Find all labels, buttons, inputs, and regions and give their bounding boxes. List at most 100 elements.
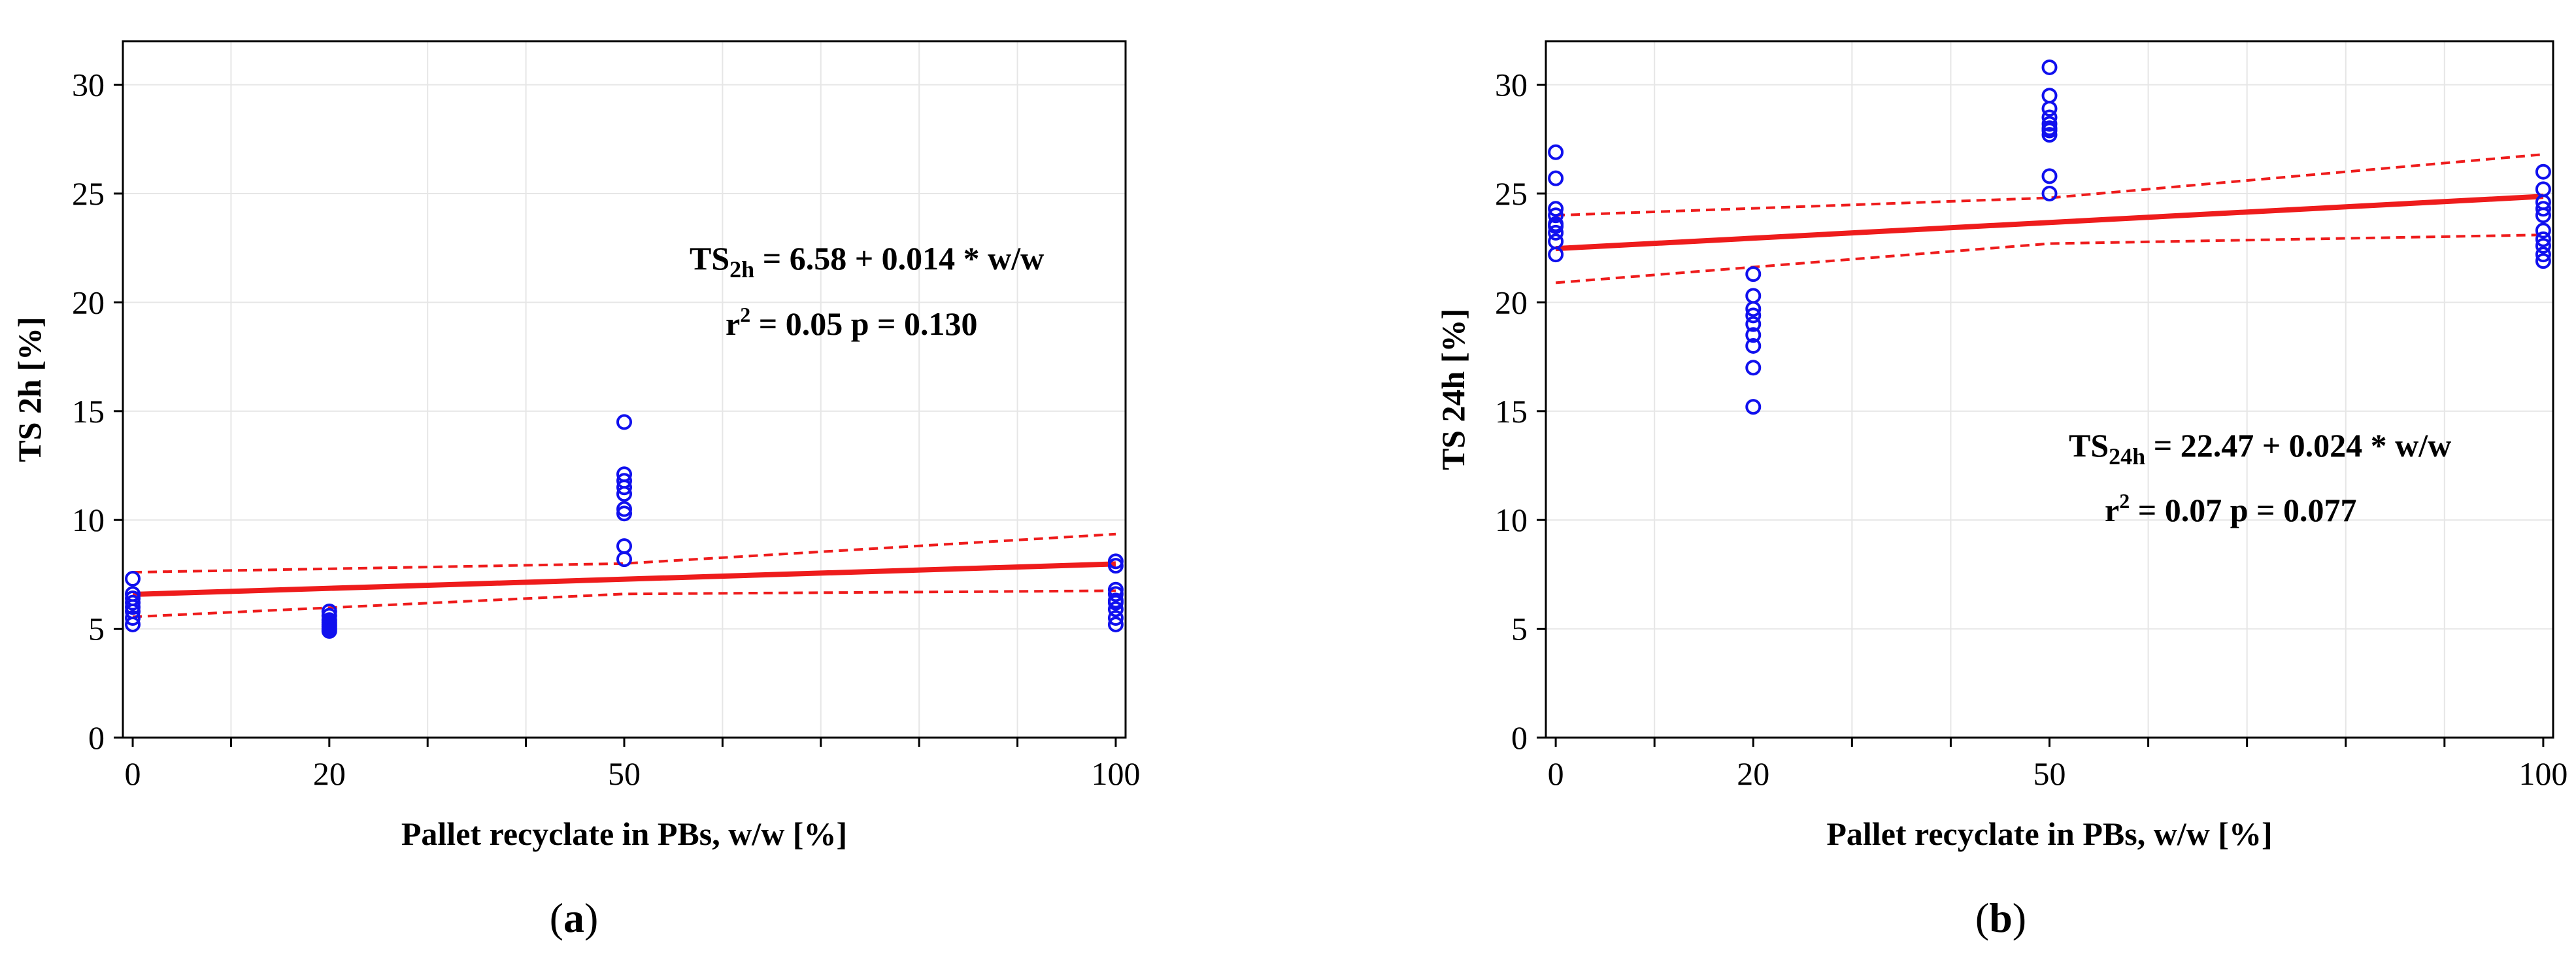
data-point-a (125, 594, 141, 611)
y-tick-label: 0 (88, 719, 105, 756)
x-tick-label: 20 (313, 755, 346, 792)
data-point-a (1107, 616, 1124, 632)
y-tick-label: 30 (1495, 67, 1528, 103)
data-point-b (1745, 360, 1762, 376)
confidence-lower-a (132, 589, 1116, 619)
y-tick-label: 15 (1495, 393, 1528, 430)
data-point-b (1745, 399, 1762, 415)
data-point-a (616, 551, 632, 568)
data-point-b (2535, 163, 2551, 180)
y-axis-ticks-b: 0 5 10 15 20 25 30 (1495, 67, 1546, 756)
y-tick-label: 5 (1511, 611, 1528, 647)
data-point-b (1548, 207, 1564, 224)
data-point-a (616, 466, 632, 483)
x-axis-label-a: Pallet recyclate in PBs, w/w [%] (401, 815, 847, 852)
data-point-b (1745, 307, 1762, 324)
data-point-b (2041, 59, 2058, 75)
y-tick-label: 10 (1495, 502, 1528, 538)
grid-lines-a (123, 41, 1126, 738)
data-point-b (2535, 253, 2551, 269)
data-point-b (2535, 181, 2551, 197)
data-points-a (125, 414, 1124, 639)
data-point-b (1745, 327, 1762, 343)
y-axis-label-b: TS 24h [%] (1435, 309, 1471, 470)
x-tick-label: 0 (1548, 755, 1564, 792)
y-tick-label: 25 (72, 175, 105, 212)
x-axis-label-b: Pallet recyclate in PBs, w/w [%] (1826, 815, 2272, 852)
data-point-a (1107, 609, 1124, 626)
data-point-b (2041, 101, 2058, 117)
data-point-a (616, 473, 632, 489)
data-point-a (1107, 601, 1124, 617)
data-point-b (2041, 116, 2058, 132)
x-axis-ticks-b: 0 20 50 100 (1548, 738, 2568, 792)
regression-line-a (132, 561, 1116, 598)
data-point-b (1548, 170, 1564, 186)
chart-panel-b: 0 5 10 15 20 25 30 0 20 50 100 TS24h = 22.47 + 0.… (1435, 40, 2568, 941)
data-point-a (125, 571, 141, 587)
r-squared-a: r2 = 0.05 p = 0.130 (726, 303, 978, 342)
panel-label-b: (b) (1975, 895, 2026, 941)
confidence-upper-a (132, 532, 1116, 574)
data-point-a (1107, 581, 1124, 598)
data-point-b (1548, 233, 1564, 250)
data-point-a (125, 609, 141, 626)
x-tick-label: 50 (608, 755, 641, 792)
data-point-b (2041, 185, 2058, 201)
data-point-a (1107, 586, 1124, 602)
x-tick-label: 100 (2518, 755, 2568, 792)
data-point-b (1548, 247, 1564, 263)
x-tick-label: 0 (125, 755, 141, 792)
data-point-b (1745, 266, 1762, 282)
data-point-b (2535, 201, 2551, 217)
data-point-a (616, 538, 632, 555)
grid-lines-b (1546, 41, 2553, 738)
data-point-a (125, 586, 141, 602)
regression-line-b (1555, 194, 2544, 252)
data-point-a (125, 590, 141, 606)
r-squared-b: r2 = 0.07 p = 0.077 (2105, 489, 2357, 528)
y-tick-label: 20 (1495, 284, 1528, 320)
data-point-b (2041, 127, 2058, 143)
data-point-b (2535, 237, 2551, 254)
data-point-b (2041, 109, 2058, 126)
data-point-b (2041, 168, 2058, 184)
y-tick-label: 20 (72, 284, 105, 320)
data-point-b (1548, 144, 1564, 160)
data-point-a (1107, 592, 1124, 609)
data-point-b (1548, 218, 1564, 234)
x-tick-label: 100 (1091, 755, 1140, 792)
data-point-a (616, 505, 632, 522)
y-axis-ticks-a: 0 5 10 15 20 25 30 (72, 67, 123, 756)
data-point-a (321, 612, 337, 628)
data-point-b (1745, 337, 1762, 354)
data-point-b (2535, 247, 2551, 263)
data-point-b (2535, 222, 2551, 239)
y-tick-label: 0 (1511, 719, 1528, 756)
y-tick-label: 30 (72, 67, 105, 103)
x-tick-label: 50 (2033, 755, 2066, 792)
chart-panel-a: 0 5 10 15 20 25 30 0 20 50 100 TS2h = 6.58 + 0.01… (11, 40, 1140, 941)
data-point-b (2041, 88, 2058, 104)
data-point-b (1548, 224, 1564, 241)
plot-frame-b (1545, 40, 2554, 739)
y-tick-label: 10 (72, 502, 105, 538)
panel-label-a: (a) (550, 895, 599, 941)
data-point-b (1548, 201, 1564, 217)
data-point-a (1107, 553, 1124, 570)
equation-a: TS2h = 6.58 + 0.014 * w/w (690, 240, 1044, 282)
y-tick-label: 15 (72, 393, 105, 430)
x-tick-label: 20 (1737, 755, 1769, 792)
y-axis-label-a: TS 2h [%] (11, 316, 48, 462)
data-point-a (616, 501, 632, 517)
y-tick-label: 5 (88, 611, 105, 647)
y-tick-label: 25 (1495, 175, 1528, 212)
x-axis-ticks-a: 0 20 50 100 (125, 738, 1140, 792)
data-point-a (321, 603, 337, 619)
data-point-b (1745, 316, 1762, 332)
data-point-b (2535, 231, 2551, 247)
data-points-b (1548, 59, 2551, 415)
data-point-a (1107, 558, 1124, 574)
data-point-a (321, 607, 337, 624)
